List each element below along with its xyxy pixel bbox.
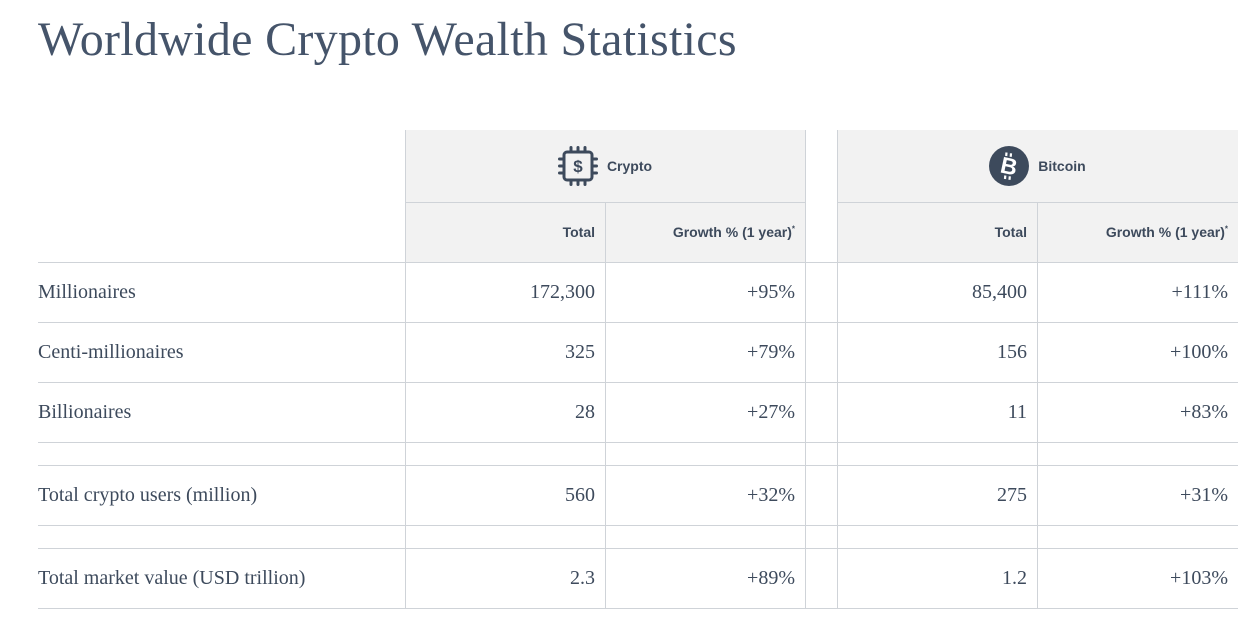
crypto-group-label: Crypto	[606, 158, 653, 174]
column-rule	[837, 130, 838, 609]
row-rule	[38, 442, 1238, 443]
crypto-group-header: $ Crypto	[405, 130, 805, 202]
bitcoin-group-label: Bitcoin	[1038, 158, 1086, 174]
svg-text:$: $	[573, 157, 583, 176]
crypto-total-cell: 28	[575, 401, 595, 423]
row-rule	[38, 262, 1238, 263]
bitcoin-growth-header: Growth % (1 year)*	[1037, 224, 1228, 240]
bitcoin-growth-cell: +111%	[1171, 281, 1228, 303]
crypto-chip-dollar-icon: $	[557, 146, 598, 186]
growth-header-label: Growth % (1 year)	[672, 224, 792, 240]
column-rule	[605, 202, 606, 609]
bitcoin-total-cell: 85,400	[972, 281, 1027, 303]
bitcoin-growth-cell: +100%	[1170, 341, 1228, 363]
bitcoin-group-header: B Bitcoin	[837, 130, 1238, 202]
crypto-total-header: Total	[562, 224, 595, 240]
page-title: Worldwide Crypto Wealth Statistics	[38, 13, 737, 66]
bitcoin-total-header: Total	[994, 224, 1027, 240]
bitcoin-growth-cell: +103%	[1170, 567, 1228, 589]
row-rule	[38, 548, 1238, 549]
bitcoin-growth-cell: +31%	[1180, 484, 1228, 506]
footnote-marker: *	[1224, 224, 1228, 234]
crypto-growth-cell: +79%	[747, 341, 795, 363]
column-rule	[405, 130, 406, 609]
bitcoin-icon: B	[989, 146, 1030, 186]
crypto-growth-cell: +32%	[747, 484, 795, 506]
column-rule	[1037, 202, 1038, 609]
crypto-growth-cell: +27%	[747, 401, 795, 423]
crypto-total-cell: 325	[565, 341, 595, 363]
svg-text:B: B	[998, 152, 1020, 181]
crypto-total-cell: 560	[565, 484, 595, 506]
bitcoin-total-cell: 156	[997, 341, 1027, 363]
crypto-total-cell: 2.3	[570, 567, 595, 589]
crypto-growth-header: Growth % (1 year)*	[605, 224, 795, 240]
bitcoin-growth-cell: +83%	[1180, 401, 1228, 423]
crypto-growth-cell: +95%	[747, 281, 795, 303]
row-rule	[38, 465, 1238, 466]
bitcoin-total-cell: 275	[997, 484, 1027, 506]
row-rule	[38, 322, 1238, 323]
row-label-millionaires: Millionaires	[38, 281, 136, 303]
row-label-centi-millionaires: Centi-millionaires	[38, 341, 184, 363]
bitcoin-total-cell: 11	[1007, 401, 1027, 423]
row-rule	[38, 382, 1238, 383]
crypto-growth-cell: +89%	[747, 567, 795, 589]
growth-header-label: Growth % (1 year)	[1105, 224, 1225, 240]
footnote-marker: *	[791, 224, 795, 234]
row-rule	[38, 608, 1238, 609]
bitcoin-total-cell: 1.2	[1002, 567, 1027, 589]
crypto-total-cell: 172,300	[530, 281, 595, 303]
column-rule	[805, 130, 806, 609]
row-label-total-crypto-users: Total crypto users (million)	[38, 484, 258, 506]
row-label-billionaires: Billionaires	[38, 401, 132, 423]
row-rule	[38, 525, 1238, 526]
row-label-total-market-value: Total market value (USD trillion)	[38, 567, 306, 589]
